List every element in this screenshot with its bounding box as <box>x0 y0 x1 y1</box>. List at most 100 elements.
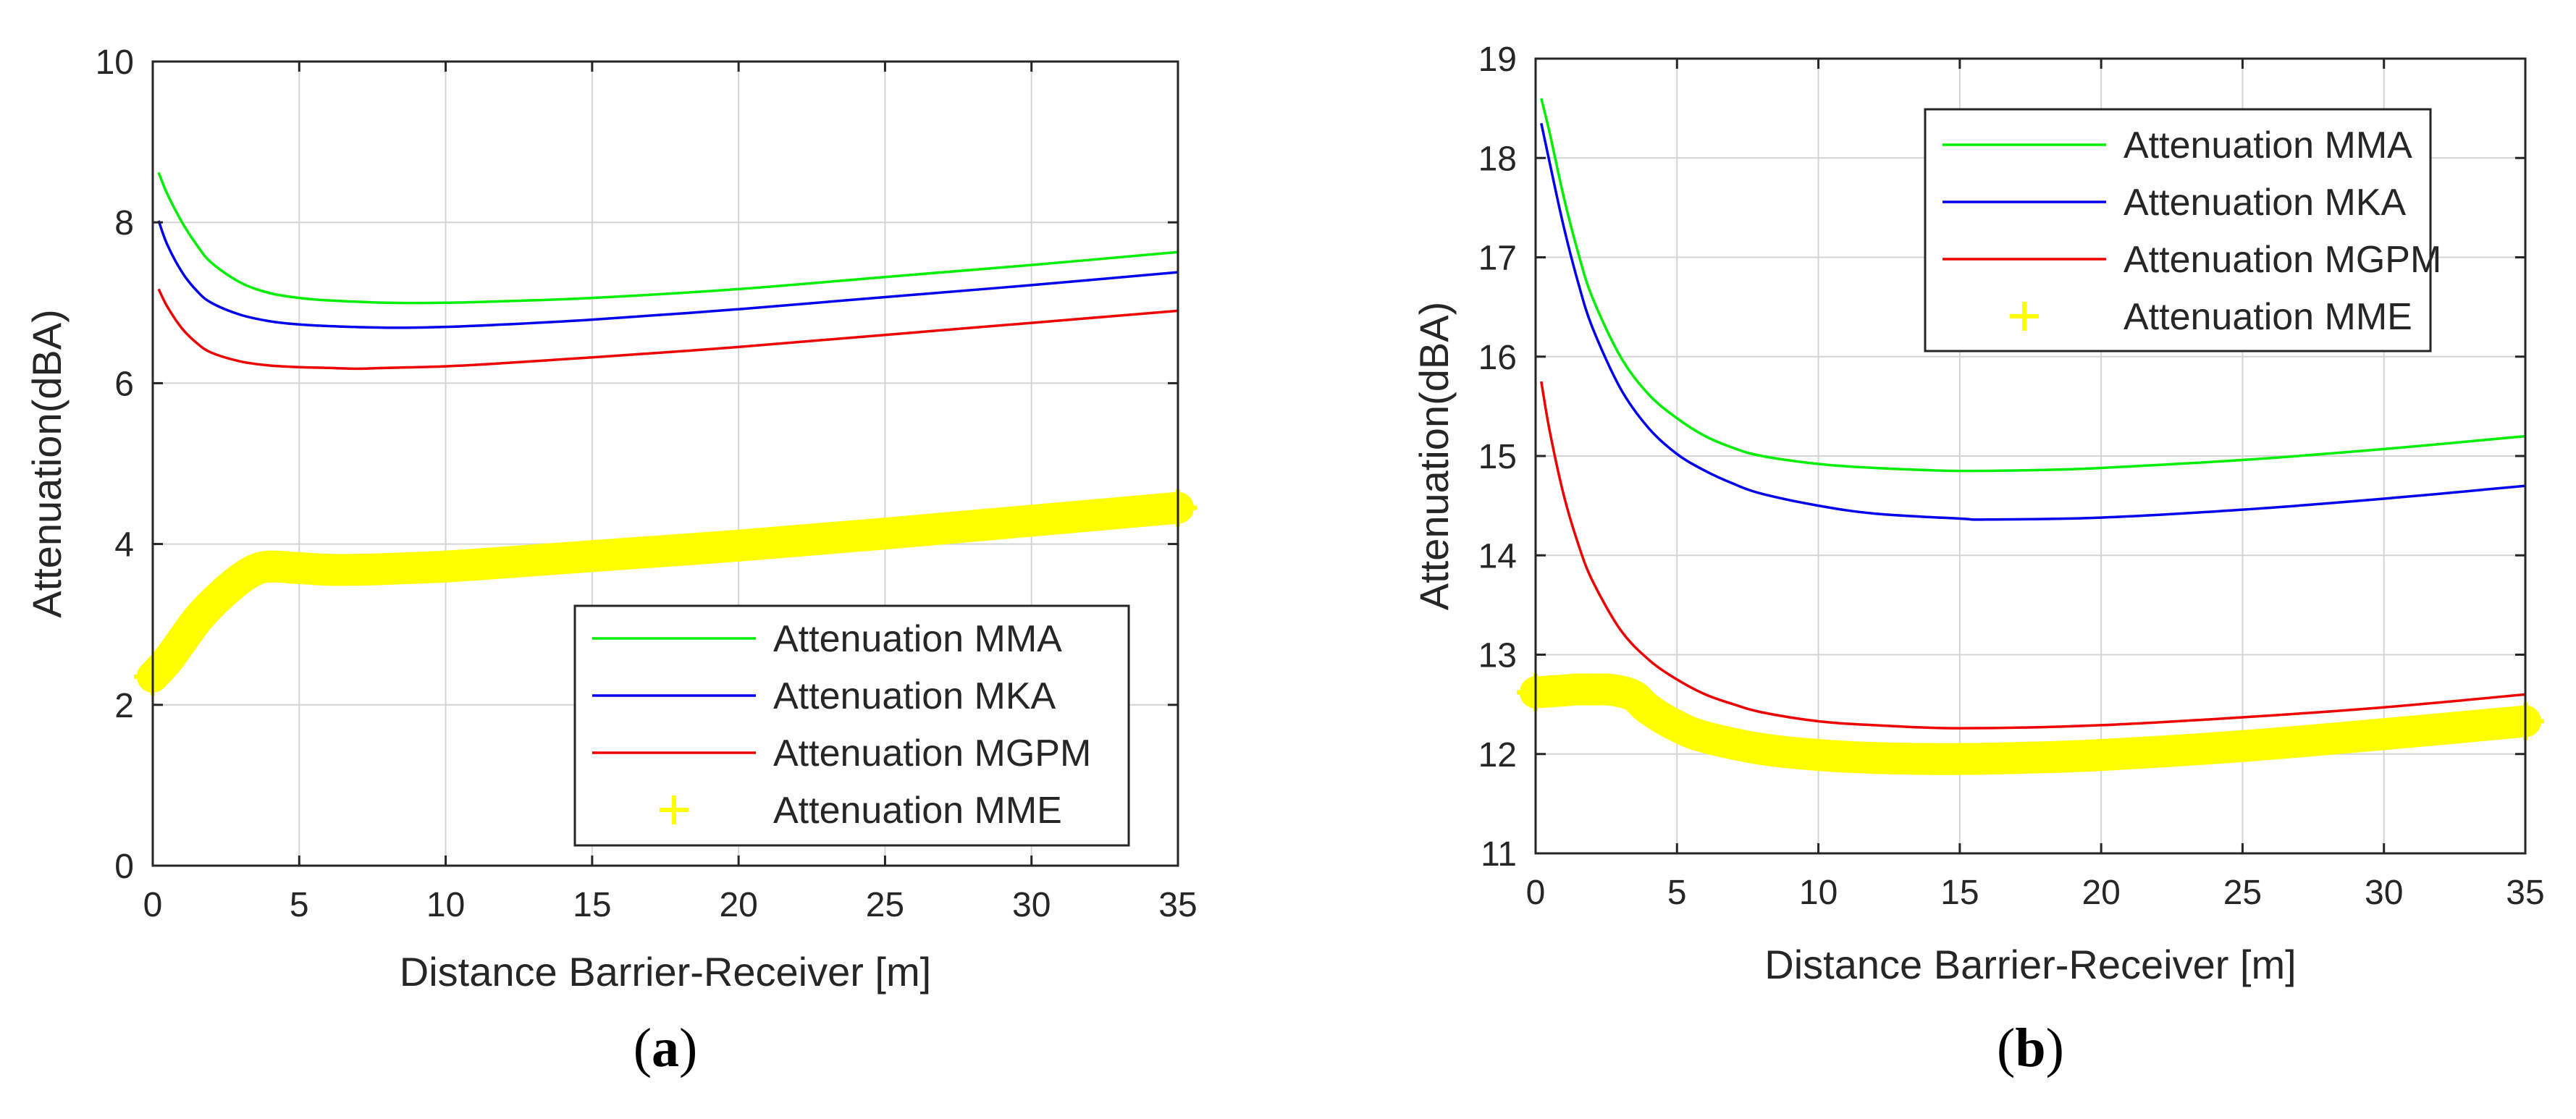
series-mgpm-line <box>157 288 1179 371</box>
x-tick-label: 20 <box>2082 874 2120 912</box>
legend-item-mka: Attenuation MKA <box>592 675 1056 717</box>
series-mme-point <box>2085 739 2118 772</box>
legend-item-mma: Attenuation MMA <box>1942 124 2412 166</box>
x-axis-title: Distance Barrier-Receiver [m] <box>1764 942 2296 987</box>
panel-label-close-paren: ) <box>679 1018 697 1078</box>
series-mme-point <box>253 550 286 583</box>
y-tick-label: 2 <box>114 687 134 725</box>
series-mme-point <box>1618 680 1651 713</box>
legend: Attenuation MMA Attenuation MKA Attenuatio… <box>1924 108 2441 352</box>
x-tick-label: 15 <box>1940 874 1979 912</box>
y-tick-label: 12 <box>1478 736 1517 774</box>
x-tick-label: 0 <box>1526 874 1546 912</box>
series-mka-line <box>157 220 1179 329</box>
legend-item-mma: Attenuation MMA <box>592 618 1062 660</box>
y-tick-label: 4 <box>114 526 134 565</box>
x-tick-label: 10 <box>426 886 465 924</box>
x-tick-label: 20 <box>719 886 757 924</box>
x-tick-label: 5 <box>1667 874 1687 912</box>
series-mme-point <box>1661 710 1693 743</box>
series-mme-point <box>166 624 198 656</box>
series-mma-line <box>1540 98 2526 473</box>
series-mka-line <box>1540 122 2526 521</box>
panel-label: (a) <box>634 1018 698 1078</box>
y-tick-label: 13 <box>1478 637 1517 675</box>
plot-frame <box>151 60 1179 867</box>
series-mme-point <box>1859 742 1891 774</box>
series-mme-point <box>488 546 521 579</box>
series-mme-point <box>2000 742 2032 774</box>
y-tick-label: 19 <box>1478 41 1517 79</box>
series-mme-markers <box>1517 673 2544 775</box>
legend-label-mgpm: Attenuation MGPM <box>773 732 1091 774</box>
series-mme-point <box>1633 693 1665 725</box>
legend-label-mme: Attenuation MME <box>2123 296 2412 338</box>
legend-label-mka: Attenuation MKA <box>773 675 1056 717</box>
x-tick-label: 35 <box>1158 886 1197 924</box>
legend-label-mgpm: Attenuation MGPM <box>2123 239 2441 281</box>
y-tick-label: 6 <box>114 365 134 403</box>
series-group <box>1517 98 2544 775</box>
series-mme-point <box>151 644 184 677</box>
y-tick-label: 0 <box>114 848 134 886</box>
panel-label-open-paren: ( <box>1997 1018 2015 1078</box>
legend-item-mgpm: Attenuation MGPM <box>592 732 1091 774</box>
series-mme-point <box>1802 739 1835 772</box>
chart-panel-a: 0 5 10 15 20 25 30 35 0 2 4 6 8 10 Distance Barrier-Re… <box>24 43 1197 1078</box>
legend-item-mme: Attenuation MME <box>2010 296 2412 338</box>
legend-item-mka: Attenuation MKA <box>1942 182 2407 224</box>
series-mme-point <box>1746 732 1778 765</box>
series-mme-point <box>371 553 403 586</box>
legend-label-mma: Attenuation MMA <box>2123 124 2412 166</box>
series-mme-point <box>283 552 316 584</box>
series-mme-point <box>342 554 374 586</box>
x-tick-label: 5 <box>290 886 309 924</box>
panel-label-open-paren: ( <box>634 1018 652 1078</box>
x-tick-label: 0 <box>143 886 163 924</box>
panel-label-close-paren: ) <box>2046 1018 2064 1078</box>
y-tick-label: 10 <box>96 43 134 82</box>
series-mgpm-line <box>1540 381 2526 730</box>
series-mme-point <box>180 604 213 637</box>
chart-panel-b: 0 5 10 15 20 25 30 35 11 12 13 14 15 16 17 18 19 Distance… <box>1411 41 2545 1078</box>
y-axis-title: Attenuation(dBA) <box>1411 302 1457 610</box>
legend-label-mme: Attenuation MME <box>773 790 1062 832</box>
series-mme-point <box>576 540 608 573</box>
y-axis-title: Attenuation(dBA) <box>24 309 70 617</box>
y-tick-label: 14 <box>1478 537 1517 575</box>
series-mme-point <box>239 554 272 586</box>
x-tick-label: 25 <box>866 886 904 924</box>
legend-box <box>1924 108 2432 352</box>
x-tick-label: 10 <box>1799 874 1838 912</box>
panel-label-letter: a <box>652 1018 679 1078</box>
x-tick-label: 25 <box>2223 874 2262 912</box>
series-mme-point <box>429 550 462 583</box>
legend-label-mka: Attenuation MKA <box>2123 182 2407 224</box>
series-mme-point <box>2226 730 2259 762</box>
series-mme-point <box>869 518 901 550</box>
series-mme-point <box>1915 743 1948 775</box>
x-tick-label: 30 <box>1012 886 1051 924</box>
y-tick-label: 17 <box>1478 240 1517 278</box>
series-mme-point <box>195 588 227 620</box>
x-tick-label: 30 <box>2365 874 2403 912</box>
x-axis-title: Distance Barrier-Receiver [m] <box>400 949 931 995</box>
panel-label-letter: b <box>2015 1018 2045 1078</box>
legend-swatch-mme <box>2010 302 2039 331</box>
x-tick-label: 35 <box>2506 874 2544 912</box>
legend-box <box>573 604 1130 847</box>
y-tick-label: 11 <box>1481 835 1517 874</box>
series-mme-point <box>1015 504 1048 537</box>
legend-swatch-mme <box>660 795 689 824</box>
series-mme-point <box>1689 721 1722 753</box>
y-tick-label: 18 <box>1478 140 1517 178</box>
y-tick-label: 15 <box>1478 438 1517 476</box>
series-mme-point <box>1604 675 1637 708</box>
legend-item-mgpm: Attenuation MGPM <box>1942 239 2441 281</box>
x-tick-label: 15 <box>573 886 611 924</box>
series-mma-line <box>157 172 1179 305</box>
legend: Attenuation MMA Attenuation MKA Attenuatio… <box>573 604 1130 847</box>
series-mme-point <box>1943 743 1976 775</box>
series-mme-point <box>312 554 345 586</box>
